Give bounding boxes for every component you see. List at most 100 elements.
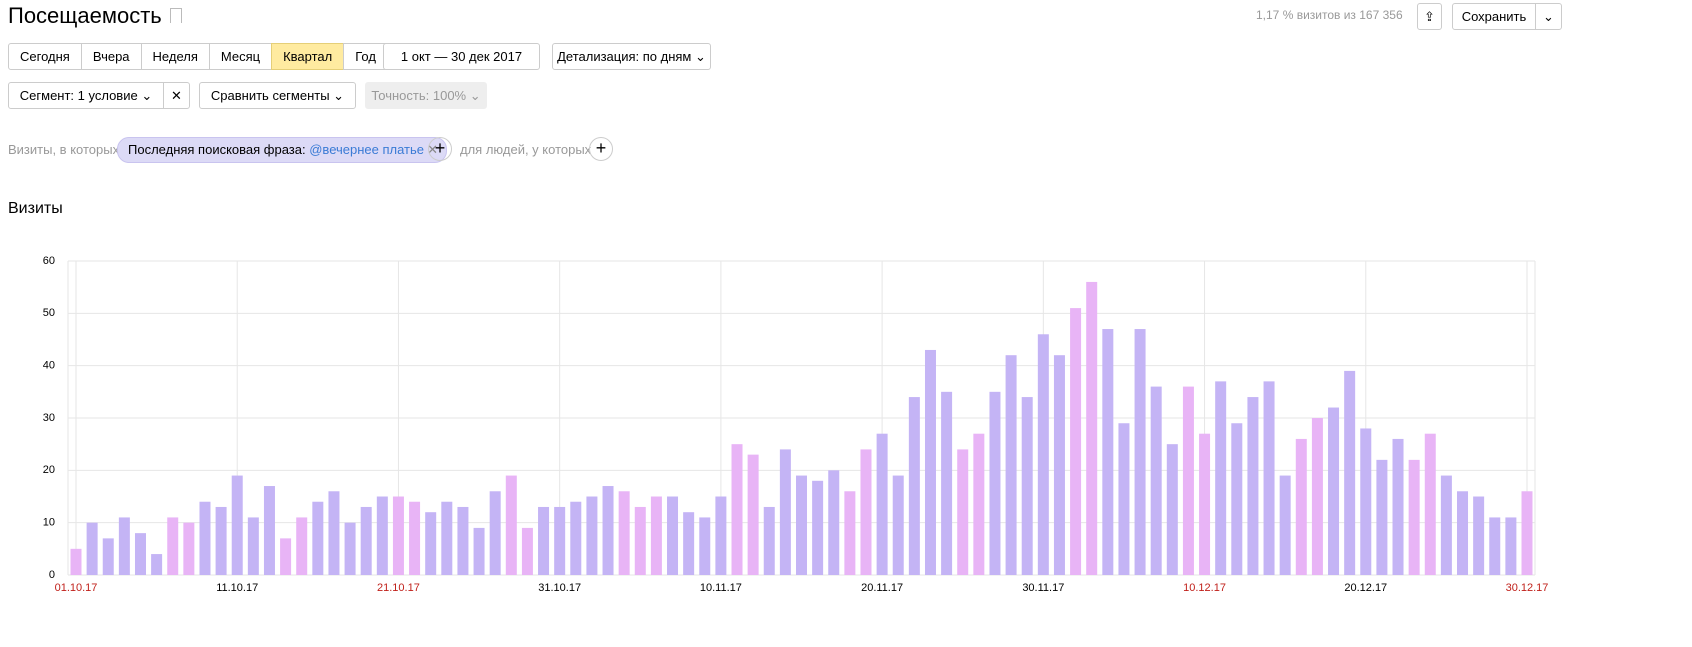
bar — [167, 517, 179, 575]
bar — [134, 533, 146, 575]
bar — [102, 538, 114, 575]
bar — [425, 512, 437, 575]
bar — [1408, 459, 1420, 575]
add-people-condition[interactable]: + — [589, 137, 613, 161]
y-tick-label: 20 — [43, 464, 55, 476]
bar — [376, 496, 388, 575]
filter-suffix: для людей, у которых — [460, 142, 592, 157]
period-button[interactable]: Неделя — [140, 43, 210, 70]
bar — [521, 527, 533, 575]
bar — [892, 475, 904, 575]
bar — [1199, 433, 1211, 575]
add-condition[interactable]: + — [428, 137, 452, 161]
bar — [554, 506, 566, 575]
segment-clear[interactable]: ✕ — [163, 82, 190, 109]
detail-text: Детализация: по дням — [557, 49, 692, 64]
bar — [1424, 433, 1436, 575]
bar — [1053, 355, 1065, 575]
save-menu[interactable]: ⌄ — [1535, 3, 1562, 30]
bar — [667, 496, 679, 575]
detail-select[interactable]: Детализация: по дням ⌄ — [552, 43, 711, 70]
bar — [1070, 308, 1082, 575]
bar — [1392, 438, 1404, 575]
date-range-text: 1 окт — 30 дек 2017 — [400, 49, 523, 64]
bar — [296, 517, 308, 575]
bar — [151, 554, 163, 575]
bar — [1328, 407, 1340, 575]
x-tick-label: 10.12.17 — [1183, 582, 1226, 594]
y-tick-label: 10 — [43, 517, 55, 529]
bar — [1473, 496, 1485, 575]
bar — [1118, 423, 1130, 575]
bar — [1311, 418, 1323, 575]
bar — [1086, 281, 1098, 575]
filter-tag-value: @вечернее платье — [309, 142, 424, 157]
bar — [1279, 475, 1291, 575]
x-tick-label: 30.11.17 — [1022, 582, 1064, 594]
bar — [779, 449, 791, 575]
bar — [731, 444, 743, 575]
bar — [924, 349, 936, 575]
compare-text: Сравнить сегменты — [210, 88, 330, 103]
segment-select[interactable]: Сегмент: 1 условие ⌄ — [8, 82, 164, 109]
x-tick-label: 11.10.17 — [216, 582, 258, 594]
bar — [796, 475, 807, 575]
bar — [360, 506, 372, 575]
x-tick-label: 01.10.17 — [55, 582, 98, 594]
period-button[interactable]: Год — [343, 43, 388, 70]
bar — [1215, 381, 1227, 575]
accuracy-text: Точность: 100% — [371, 88, 467, 103]
period-group: Сегодня Вчера Неделя Месяц Квартал Год — [8, 43, 388, 70]
period-button[interactable]: Вчера — [80, 43, 142, 70]
bar — [505, 475, 517, 575]
period-button[interactable]: Месяц — [208, 43, 273, 70]
bar — [86, 522, 98, 575]
bar — [1134, 329, 1146, 575]
bar — [844, 491, 856, 575]
bar — [1247, 397, 1259, 575]
filter-prefix: Визиты, в которых — [8, 142, 120, 157]
date-range[interactable]: 1 окт — 30 дек 2017 — [383, 43, 540, 70]
period-button[interactable]: Сегодня — [8, 43, 82, 70]
y-tick-label: 50 — [43, 307, 55, 319]
save-button[interactable]: Сохранить — [1452, 3, 1536, 30]
bar — [1360, 428, 1372, 575]
bar — [1440, 475, 1452, 575]
share-button[interactable]: ⇪ — [1417, 3, 1442, 30]
chart: 0 10 20 30 40 50 60 01.10.17 11.10.17 21.10.17 31.… — [43, 255, 1549, 594]
compare-select[interactable]: Сравнить сегменты ⌄ — [199, 82, 356, 109]
bar — [280, 538, 292, 575]
bar — [1376, 459, 1388, 575]
bar — [247, 517, 259, 575]
accuracy-select[interactable]: Точность: 100% ⌄ — [365, 82, 487, 109]
period-button[interactable]: Квартал — [271, 43, 345, 70]
bar — [183, 522, 195, 575]
bar — [118, 517, 130, 575]
x-tick-label: 10.11.17 — [700, 582, 742, 594]
bar — [70, 548, 82, 575]
bar — [941, 391, 953, 575]
filter-tag[interactable]: Последняя поисковая фраза: @вечернее пла… — [117, 137, 447, 163]
bar — [538, 506, 550, 575]
y-tick-label: 60 — [43, 255, 55, 267]
bar — [828, 470, 840, 575]
bar — [570, 501, 582, 575]
bar — [1457, 491, 1469, 575]
bar — [618, 491, 630, 575]
bar — [1521, 491, 1533, 575]
bar — [409, 501, 421, 575]
bar — [715, 496, 727, 575]
filter-tag-label: Последняя поисковая фраза: — [128, 142, 306, 157]
x-tick-label: 30.12.17 — [1506, 582, 1549, 594]
bar — [650, 496, 662, 575]
bar — [441, 501, 453, 575]
bar — [1489, 517, 1501, 575]
bar — [1037, 334, 1049, 575]
segment-text: Сегмент: 1 условие — [19, 88, 138, 103]
bar — [747, 454, 759, 575]
bookmark-icon[interactable] — [170, 8, 182, 23]
bar — [908, 397, 920, 575]
bar — [763, 506, 775, 575]
bar — [634, 506, 646, 575]
bar — [1102, 329, 1114, 575]
